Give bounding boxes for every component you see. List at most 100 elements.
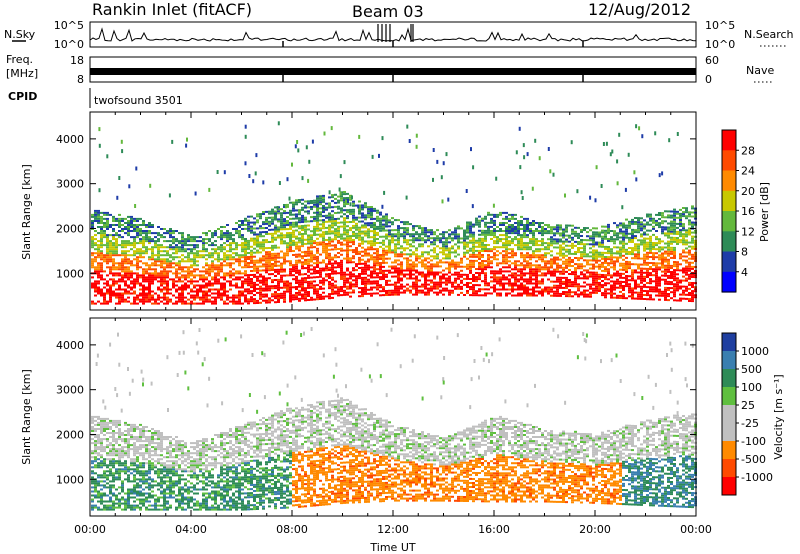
echo-cell [493,230,496,232]
echo-cell [202,300,205,303]
echo-cell [451,291,454,294]
echo-cell [286,205,289,208]
echo-cell [109,248,112,251]
echo-cell [94,280,97,283]
echo-cell [187,252,190,255]
echo-cell [346,225,349,228]
echo-cell [574,293,577,296]
echo-cell [193,290,196,293]
echo-cell [229,276,232,279]
echo-cell [343,273,346,276]
echo-cell [370,266,373,269]
echo-cell [346,199,349,201]
echo-cell [523,280,526,283]
echo-cell [622,230,625,233]
echo-cell [202,292,205,295]
echo-cell [136,266,139,269]
echo-cell [187,272,190,275]
echo-cell [301,208,304,211]
echo-cell [322,227,325,230]
echo-cell [175,230,178,232]
echo-cell [397,289,400,292]
echo-cell [370,274,373,277]
echo-cell [169,248,172,251]
echo-cell [292,254,295,256]
echo-cell [469,229,472,232]
echo-cell [349,259,352,262]
echo-cell [337,231,340,234]
echo-cell [616,232,619,235]
echo-cell [574,271,577,274]
echo-cell [523,290,526,293]
echo-cell [361,242,364,245]
echo-cell [523,244,526,247]
echo-cell [244,223,247,226]
echo-cell [391,229,394,232]
echo-cell [190,278,193,281]
echo-cell [148,284,151,287]
echo-cell [634,255,637,258]
echo-cell [505,226,508,228]
echo-cell [118,222,121,224]
echo-cell [625,267,628,269]
echo-cell [601,239,604,242]
echo-cell [553,292,556,295]
echo-cell [595,257,598,260]
echo-cell [289,294,292,297]
echo-cell [163,282,166,285]
echo-cell [595,259,598,262]
echo-cell [604,276,607,279]
echo-cell [211,264,214,267]
echo-cell [628,226,631,229]
echo-cell [313,270,316,273]
echo-cell [598,231,601,234]
echo-cell [334,230,337,233]
echo-cell [199,288,202,291]
echo-cell [331,218,334,221]
echo-cell [457,227,460,230]
echo-cell [319,203,322,206]
echo-cell [460,241,463,244]
freq-tick-top: 18 [70,54,84,67]
echo-cell [334,228,337,231]
echo-cell [187,256,190,259]
echo-cell [604,266,607,269]
echo-cell [109,246,112,249]
echo-cell [583,277,586,280]
echo-cell [187,274,190,277]
echo-cell [145,224,148,226]
echo-cell [298,269,301,272]
echo-cell [226,298,229,301]
echo-cell [106,282,109,285]
echo-cell [328,258,331,261]
echo-cell [295,259,298,262]
echo-cell [484,248,487,250]
echo-cell [130,276,133,279]
echo-cell [376,288,379,291]
echo-cell [106,213,109,216]
echo-cell [535,228,538,230]
echo-cell [235,272,238,275]
echo-cell [163,246,166,249]
echo-cell [328,269,331,271]
echo-cell [415,239,418,242]
echo-cell [541,272,544,275]
echo-cell [514,213,517,216]
echo-cell [445,241,448,244]
echo-cell [148,258,151,261]
echo-cell [283,262,286,265]
echo-cell [280,268,283,271]
echo-cell [313,276,316,279]
echo-cell [541,290,544,293]
echo-cell [586,227,589,230]
echo-cell [409,265,412,268]
echo-cell [511,294,514,297]
echo-cell [115,250,118,253]
echo-cell [316,251,319,254]
echo-cell [310,236,313,239]
echo-cell [508,266,511,269]
echo-cell [556,242,559,245]
echo-cell [538,226,541,228]
echo-cell [463,283,466,286]
echo-cell [106,292,109,295]
